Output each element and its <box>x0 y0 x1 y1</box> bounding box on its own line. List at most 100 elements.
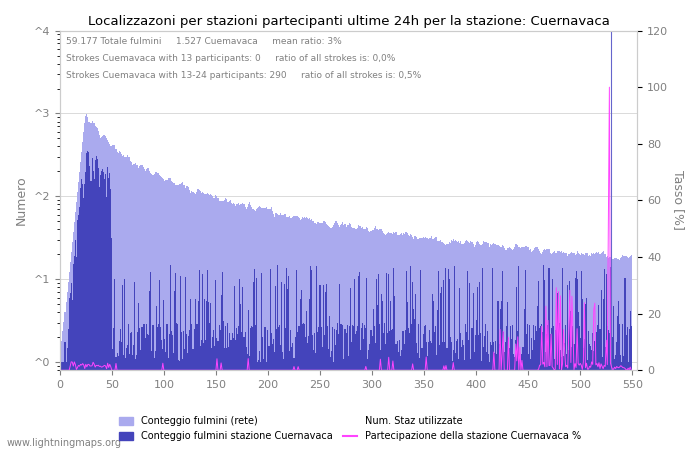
Bar <box>556 253 557 450</box>
Bar <box>484 242 485 450</box>
Bar <box>396 234 398 450</box>
Bar <box>412 282 413 450</box>
Bar <box>565 253 566 450</box>
Bar <box>338 333 339 450</box>
Bar <box>259 351 260 450</box>
Bar <box>394 233 395 450</box>
Bar <box>543 250 545 450</box>
Bar <box>486 351 487 450</box>
Bar <box>163 179 164 450</box>
Bar <box>598 305 599 450</box>
Bar <box>379 324 380 450</box>
Bar <box>182 360 183 450</box>
Bar <box>251 207 252 450</box>
Bar <box>336 330 337 450</box>
Bar <box>334 223 335 450</box>
Bar <box>283 215 284 450</box>
Bar <box>507 248 508 450</box>
Bar <box>108 142 109 450</box>
Bar <box>435 238 436 450</box>
Bar <box>135 359 136 450</box>
Bar <box>508 338 509 450</box>
Bar <box>376 229 377 450</box>
Bar <box>558 292 559 450</box>
Bar <box>169 265 171 450</box>
Bar <box>238 203 239 450</box>
Bar <box>94 123 95 450</box>
Bar <box>148 335 149 450</box>
Bar <box>66 292 68 450</box>
Bar <box>431 343 432 450</box>
Bar <box>211 194 212 450</box>
Bar <box>372 309 374 450</box>
Bar <box>395 231 396 450</box>
Bar <box>620 356 622 450</box>
Bar <box>174 291 175 450</box>
Bar <box>512 250 513 450</box>
Bar <box>336 221 337 450</box>
Bar <box>158 324 159 450</box>
Bar <box>209 323 210 450</box>
Bar <box>429 330 430 450</box>
Bar <box>109 144 111 450</box>
Bar <box>485 243 486 450</box>
Bar <box>597 253 598 450</box>
Partecipazione della stazione Cuernavaca % <box>559 327 568 333</box>
Y-axis label: Numero: Numero <box>15 176 28 225</box>
Bar <box>86 153 88 450</box>
Bar <box>199 191 201 450</box>
Bar <box>498 246 500 450</box>
Bar <box>559 324 560 450</box>
Bar <box>410 266 411 450</box>
Bar <box>310 266 312 450</box>
Bar <box>626 335 627 450</box>
Bar <box>77 192 78 450</box>
Bar <box>271 333 272 450</box>
Bar <box>551 254 552 450</box>
Bar <box>265 208 267 450</box>
Bar <box>419 238 421 450</box>
Bar <box>372 230 374 450</box>
Bar <box>316 224 317 450</box>
Bar <box>568 254 569 450</box>
Bar <box>434 238 435 450</box>
Bar <box>451 342 452 450</box>
Bar <box>628 362 629 450</box>
Bar <box>442 243 443 450</box>
Bar <box>538 281 539 450</box>
Bar <box>255 211 256 450</box>
Bar <box>414 236 415 450</box>
Bar <box>582 254 583 450</box>
Bar <box>136 356 137 450</box>
Bar <box>84 122 85 450</box>
Bar <box>262 337 263 450</box>
Bar <box>279 215 280 450</box>
Bar <box>456 341 457 450</box>
Bar <box>618 301 620 450</box>
Bar <box>80 188 81 450</box>
Bar <box>348 225 349 450</box>
Bar <box>412 237 413 450</box>
Bar <box>500 248 502 450</box>
Bar <box>342 325 344 450</box>
Bar <box>370 231 372 450</box>
Bar <box>242 203 244 450</box>
Bar <box>97 159 98 450</box>
Bar <box>429 238 430 450</box>
Bar <box>441 242 442 450</box>
Bar <box>487 331 488 450</box>
Bar <box>410 234 411 450</box>
Bar <box>232 204 233 450</box>
Bar <box>291 347 293 450</box>
Bar <box>545 250 547 450</box>
Bar <box>321 347 323 450</box>
Bar <box>193 193 195 450</box>
Bar <box>464 243 466 450</box>
Bar <box>303 218 304 450</box>
Bar <box>585 253 586 450</box>
Bar <box>553 252 554 450</box>
Bar <box>396 341 398 450</box>
Bar <box>156 172 157 450</box>
Bar <box>357 228 358 450</box>
Bar <box>315 353 316 450</box>
